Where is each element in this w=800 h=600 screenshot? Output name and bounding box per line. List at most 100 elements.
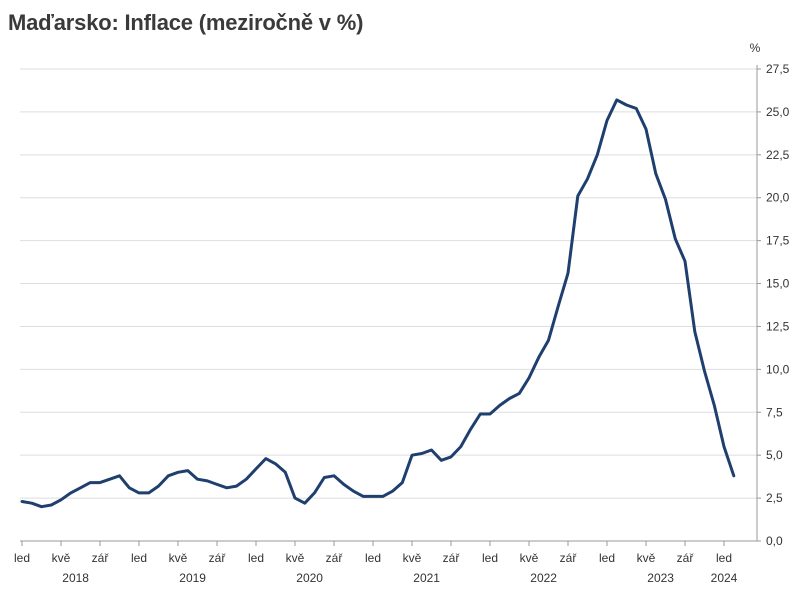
data-point — [177, 471, 180, 474]
data-point — [60, 498, 63, 501]
data-point — [732, 474, 735, 477]
y-tick-label: 27,5 — [766, 62, 790, 76]
data-point — [264, 457, 267, 460]
data-point — [401, 481, 404, 484]
data-point — [703, 370, 706, 373]
data-point — [50, 504, 53, 507]
data-point — [381, 495, 384, 498]
data-point — [635, 107, 638, 110]
x-tick-label: led — [248, 551, 264, 565]
data-point — [89, 481, 92, 484]
data-point — [537, 356, 540, 359]
data-point — [196, 478, 199, 481]
y-tick-label: 22,5 — [766, 148, 790, 162]
data-point — [469, 428, 472, 431]
chart-title: Maďarsko: Inflace (meziročně v %) — [8, 10, 364, 35]
data-point — [235, 485, 238, 488]
data-point — [216, 483, 219, 486]
y-tick-label: 0,0 — [766, 534, 783, 548]
data-point — [30, 502, 33, 505]
data-point — [723, 445, 726, 448]
data-point — [498, 404, 501, 407]
x-tick-label: zář — [560, 551, 578, 565]
data-point — [128, 486, 131, 489]
data-point — [225, 486, 228, 489]
data-point — [333, 474, 336, 477]
y-tick-label: 20,0 — [766, 191, 790, 205]
year-label: 2020 — [296, 571, 323, 585]
data-point — [138, 491, 141, 494]
y-tick-label: 5,0 — [766, 448, 783, 462]
data-points — [21, 98, 736, 508]
x-tick-label: kvě — [169, 551, 188, 565]
y-tick-label: 12,5 — [766, 319, 790, 333]
data-point — [186, 469, 189, 472]
x-tick-label: kvě — [52, 551, 71, 565]
y-tick-label: 10,0 — [766, 362, 790, 376]
y-axis-unit-label: % — [750, 41, 761, 55]
y-tick-label: 2,5 — [766, 491, 783, 505]
data-point — [674, 237, 677, 240]
x-tick-label: kvě — [286, 551, 305, 565]
year-label: 2022 — [530, 571, 557, 585]
data-point — [518, 392, 521, 395]
x-axis-ticks: led kvě zář led kvě zář led kvě zář led kvě zář led k… — [14, 541, 732, 565]
data-point — [567, 272, 570, 275]
year-label: 2019 — [179, 571, 206, 585]
data-point — [323, 476, 326, 479]
x-tick-label: zář — [677, 551, 695, 565]
y-tick-label: 25,0 — [766, 105, 790, 119]
data-point — [684, 260, 687, 263]
data-point — [21, 500, 24, 503]
data-point — [206, 479, 209, 482]
data-point — [420, 452, 423, 455]
data-point — [99, 481, 102, 484]
data-point — [654, 172, 657, 175]
x-tick-label: zář — [443, 551, 461, 565]
x-tick-label: zář — [92, 551, 110, 565]
data-point — [108, 478, 111, 481]
data-point — [313, 491, 316, 494]
data-point — [693, 330, 696, 333]
data-point — [40, 505, 43, 508]
x-tick-label: led — [365, 551, 381, 565]
data-point — [450, 455, 453, 458]
data-point — [391, 490, 394, 493]
x-tick-label: led — [14, 551, 30, 565]
data-point — [489, 413, 492, 416]
data-point — [362, 495, 365, 498]
data-point — [352, 490, 355, 493]
y-tick-label: 17,5 — [766, 234, 790, 248]
data-point — [118, 474, 121, 477]
data-point — [459, 445, 462, 448]
x-tick-label: zář — [326, 551, 344, 565]
data-point — [664, 198, 667, 201]
y-tick-label: 7,5 — [766, 405, 783, 419]
x-tick-label: zář — [209, 551, 227, 565]
x-tick-label: led — [716, 551, 732, 565]
x-tick-label: led — [599, 551, 615, 565]
data-point — [411, 454, 414, 457]
data-point — [245, 478, 248, 481]
data-point — [79, 486, 82, 489]
data-point — [147, 491, 150, 494]
x-tick-label: kvě — [637, 551, 656, 565]
data-point — [284, 471, 287, 474]
data-point — [596, 153, 599, 156]
year-label: 2021 — [413, 571, 440, 585]
data-point — [372, 495, 375, 498]
inflation-series-line — [20, 98, 736, 509]
data-point — [508, 397, 511, 400]
data-point — [606, 119, 609, 122]
data-point — [274, 462, 277, 465]
data-point — [528, 376, 531, 379]
data-point — [303, 502, 306, 505]
data-point — [69, 491, 72, 494]
data-point — [645, 128, 648, 131]
data-point — [157, 485, 160, 488]
year-label: 2024 — [711, 571, 738, 585]
x-tick-label: kvě — [403, 551, 422, 565]
data-point — [479, 413, 482, 416]
data-point — [294, 497, 297, 500]
